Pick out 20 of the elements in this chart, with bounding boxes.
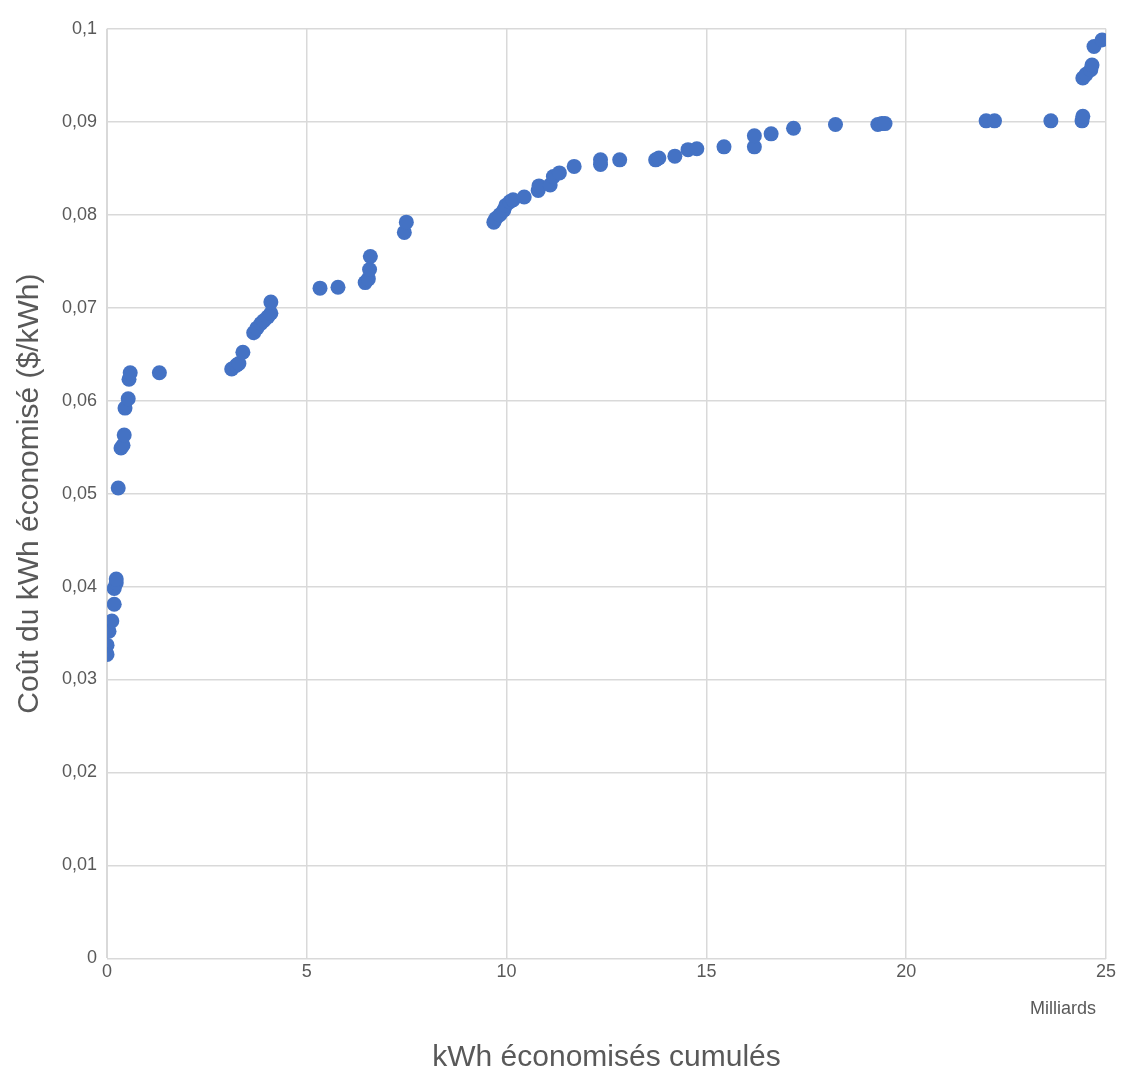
x-tick-label: 10 [496,961,517,982]
y-axis-title: Coût du kWh économisé ($/kWh) [11,273,45,714]
text: Milliards [1029,998,1096,1019]
y-tick-label: 0,09 [61,110,98,131]
y-tick-label: 0,07 [61,296,98,317]
x-tick-label: 20 [896,961,917,982]
y-tick-label: 0,08 [61,203,98,224]
y-tick-label: 0,06 [61,389,98,410]
y-tick-label: 0,03 [61,668,98,689]
y-tick-label: 0,04 [61,575,98,596]
y-tick-label: 0,01 [61,854,98,875]
x-tick-label: 5 [301,961,312,982]
x-tick-label: 0 [102,961,113,982]
y-tick-label: 0 [87,947,98,968]
y-tick-label: 0,05 [61,482,98,503]
x-tick-label: 15 [696,961,717,982]
y-tick-label: 0,1 [72,17,98,38]
x-tick-label: 25 [1095,961,1117,982]
x-axis-title: kWh économisés cumulés [432,1039,781,1073]
y-tick-label: 0,02 [61,761,98,782]
